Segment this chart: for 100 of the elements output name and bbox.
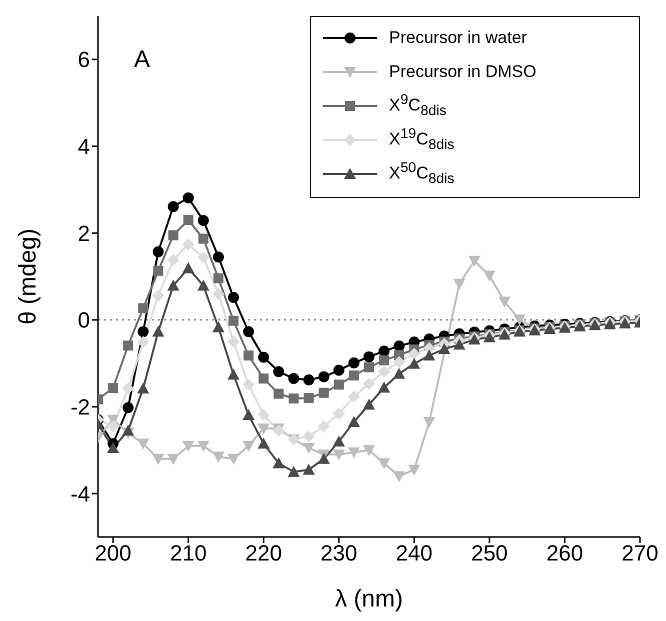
point — [197, 440, 210, 452]
point — [123, 340, 134, 351]
x-tick-label: 210 — [170, 540, 207, 566]
point — [183, 215, 194, 226]
point — [318, 388, 329, 398]
point — [438, 343, 450, 354]
x-tick-label: 270 — [622, 540, 658, 566]
point — [318, 420, 330, 432]
point — [213, 273, 224, 284]
y-tick-label: 2 — [78, 220, 90, 246]
point — [423, 350, 436, 361]
point — [348, 447, 360, 458]
point — [122, 402, 134, 414]
point — [258, 423, 270, 434]
point — [168, 230, 178, 240]
point — [378, 366, 390, 378]
point — [182, 238, 194, 250]
point — [333, 364, 344, 376]
y-tick-label: 4 — [78, 134, 90, 160]
point — [167, 254, 180, 266]
point — [197, 251, 210, 264]
point — [107, 442, 120, 453]
point — [379, 355, 390, 366]
point — [378, 346, 390, 357]
point — [138, 303, 148, 314]
point — [332, 450, 345, 461]
point — [378, 382, 390, 393]
point — [332, 435, 345, 446]
point — [258, 352, 270, 363]
point — [242, 378, 255, 391]
point — [453, 338, 466, 350]
point — [167, 280, 180, 291]
point — [122, 382, 134, 395]
x-tick-label: 230 — [320, 540, 358, 566]
point — [258, 438, 270, 449]
point — [212, 321, 224, 332]
point — [258, 409, 270, 421]
point — [228, 454, 240, 465]
point — [212, 251, 224, 262]
point — [302, 464, 315, 475]
point — [273, 366, 284, 378]
point — [138, 326, 149, 338]
legend-label: X$^{19}$C$_{8dis}$ — [389, 126, 454, 154]
legend-label: X$^{9}$C$_{8dis}$ — [389, 92, 446, 120]
x-tick-label: 220 — [245, 540, 282, 566]
x-tick-label: 250 — [471, 540, 508, 566]
point — [302, 430, 315, 442]
x-tick-label: 260 — [546, 540, 584, 566]
y-tick-label: 6 — [78, 47, 90, 72]
point — [318, 452, 330, 464]
point — [242, 440, 255, 452]
point — [182, 262, 194, 274]
y-tick-label: 0 — [78, 308, 90, 333]
point — [274, 388, 284, 399]
point — [514, 314, 526, 326]
point — [228, 292, 239, 303]
point — [408, 464, 420, 476]
point — [423, 416, 436, 428]
legend-label: X$^{50}$C$_{8dis}$ — [389, 160, 454, 188]
point — [182, 440, 194, 452]
legend-label: Precursor in DMSO — [389, 62, 536, 82]
point — [152, 246, 164, 258]
point — [288, 394, 299, 404]
point — [483, 270, 496, 282]
point — [272, 424, 285, 437]
point — [303, 374, 314, 386]
point — [152, 290, 164, 302]
point — [212, 452, 224, 463]
point — [408, 358, 420, 369]
point — [334, 380, 344, 390]
point — [228, 368, 240, 380]
point — [288, 466, 300, 477]
point — [364, 362, 374, 372]
x-tick-label: 240 — [396, 540, 433, 566]
point — [468, 256, 480, 267]
point — [197, 280, 210, 291]
point — [272, 457, 285, 468]
point — [288, 373, 300, 384]
point — [152, 326, 164, 337]
legend-label: Precursor in water — [389, 28, 527, 48]
point — [137, 336, 150, 348]
point — [348, 416, 360, 427]
point — [348, 370, 359, 380]
point — [318, 371, 330, 382]
point — [152, 454, 164, 465]
point — [408, 348, 420, 360]
y-axis-title: θ (mdeg) — [14, 228, 42, 325]
point — [364, 351, 374, 362]
point — [393, 356, 406, 368]
point — [453, 278, 466, 290]
point — [304, 393, 314, 404]
point — [378, 458, 390, 470]
point — [394, 340, 405, 352]
point — [258, 374, 269, 384]
point — [122, 424, 134, 436]
point — [348, 390, 360, 403]
point — [243, 326, 254, 338]
x-tick-label: 200 — [94, 540, 132, 566]
point — [393, 368, 406, 379]
point — [302, 442, 315, 454]
